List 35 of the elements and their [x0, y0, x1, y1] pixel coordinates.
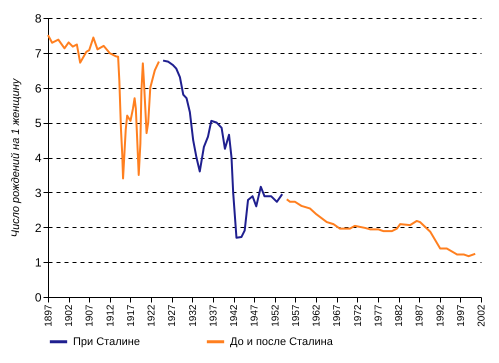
line-series: [162, 60, 284, 239]
x-tick-label: 1937: [208, 304, 220, 327]
y-tick-label: 5: [34, 116, 42, 130]
x-tick-label: 1917: [126, 304, 137, 327]
x-tick-label: 1962: [312, 304, 323, 327]
y-tick-label: 1: [34, 256, 42, 270]
y-tick-label: 7: [34, 46, 42, 60]
y-tick-label: 6: [34, 81, 42, 96]
x-tick-label: 1977: [373, 304, 384, 327]
x-tick-label: 1907: [84, 304, 96, 327]
x-tick-label: 1952: [270, 304, 282, 327]
x-tick-label: 1992: [435, 304, 446, 327]
x-tick-label: 2002: [476, 304, 488, 327]
y-tick-label: 2: [34, 220, 42, 235]
x-tick-label: 1932: [188, 304, 199, 327]
x-tick-label: 1897: [44, 304, 54, 327]
y-axis-title: Число рождений на 1 женщину: [10, 77, 22, 238]
y-tick-label: 0: [34, 290, 42, 304]
x-tick-label: 1942: [229, 304, 240, 327]
x-tick-label: 1972: [352, 304, 364, 327]
y-tick-label: 4: [34, 151, 42, 165]
legend-label: До и после Сталина: [230, 336, 334, 348]
x-tick-label: 1957: [290, 304, 302, 327]
y-tick-label: 3: [34, 186, 42, 200]
y-tick-label: 8: [34, 12, 42, 26]
x-tick-label: 1982: [394, 304, 406, 327]
x-tick-label: 1927: [167, 304, 178, 327]
legend-label: При Сталине: [73, 336, 140, 348]
x-tick-label: 1967: [332, 304, 344, 327]
x-tick-label: 1922: [146, 304, 158, 327]
x-tick-label: 1997: [456, 304, 467, 327]
x-tick-label: 1947: [250, 304, 261, 327]
x-tick-label: 1902: [64, 304, 76, 327]
x-tick-label: 1912: [105, 304, 116, 327]
x-tick-label: 1987: [414, 304, 426, 327]
